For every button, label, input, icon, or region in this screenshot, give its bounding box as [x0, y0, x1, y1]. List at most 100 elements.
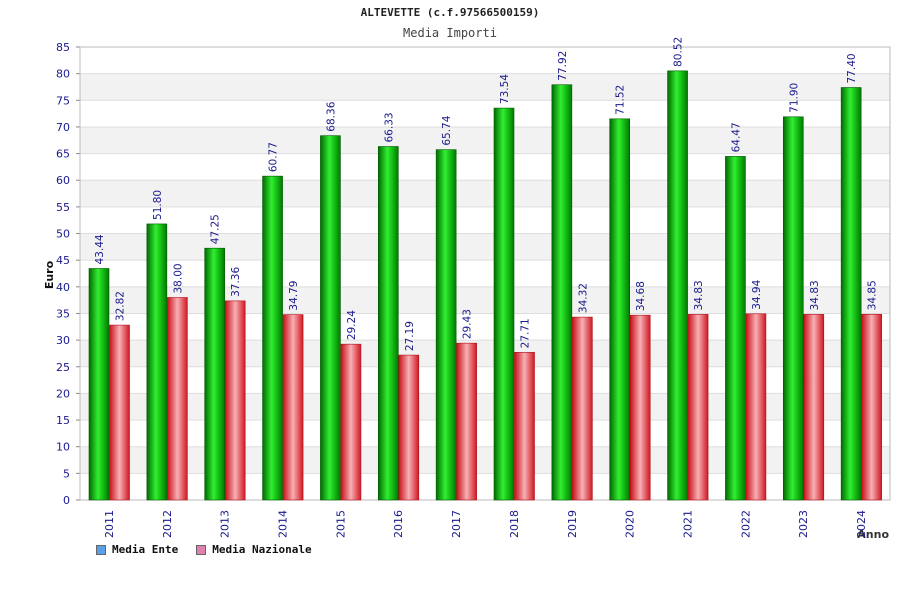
grid-band	[80, 260, 890, 287]
bar-media-ente	[840, 87, 862, 501]
grid-band	[80, 126, 890, 154]
bar-media-nazionale	[224, 300, 246, 501]
data-label: 34.79	[288, 281, 300, 311]
bar-media-nazionale	[282, 314, 304, 501]
x-tick-label: 2016	[392, 510, 405, 538]
y-tick-label: 60	[56, 174, 70, 187]
data-label: 66.33	[383, 112, 395, 142]
y-tick-label: 25	[56, 361, 70, 374]
legend-item-nazionale: Media Nazionale	[196, 543, 312, 556]
bar-media-nazionale	[456, 342, 477, 501]
bar-media-ente	[782, 116, 804, 501]
grid-band	[80, 420, 890, 447]
data-label: 65.74	[441, 115, 453, 145]
data-label: 29.24	[346, 310, 358, 340]
bar-media-nazionale	[629, 314, 651, 501]
grid-band	[80, 206, 890, 234]
x-tick-label: 2015	[334, 510, 347, 538]
y-tick-label: 85	[56, 41, 70, 54]
bar-media-ente	[551, 84, 573, 501]
bar-media-ente	[667, 70, 688, 501]
grid-band	[80, 100, 890, 127]
y-tick-label: 40	[56, 281, 70, 294]
y-tick-label: 30	[56, 334, 70, 347]
grid-band	[80, 153, 890, 181]
data-label: 34.83	[809, 280, 821, 310]
chart-title: ALTEVETTE (c.f.97566500159)	[360, 6, 540, 19]
data-label: 73.54	[499, 74, 511, 104]
grid-band	[80, 366, 890, 394]
legend-label-nazionale: Media Nazionale	[212, 543, 312, 556]
legend-label-ente: Media Ente	[112, 543, 179, 556]
data-label: 32.82	[115, 291, 127, 321]
data-label: 27.19	[404, 321, 416, 351]
bar-media-nazionale	[572, 316, 593, 501]
x-tick-label: 2021	[682, 510, 695, 538]
x-tick-label: 2013	[219, 510, 232, 538]
y-tick-label: 10	[56, 441, 70, 454]
bar-media-nazionale	[687, 314, 709, 501]
data-label: 80.52	[673, 37, 685, 67]
data-label: 43.44	[94, 234, 106, 264]
data-label: 34.32	[577, 283, 589, 313]
data-label: 71.90	[788, 83, 800, 113]
grid-band	[80, 393, 890, 421]
y-tick-label: 55	[56, 201, 70, 214]
x-tick-label: 2023	[797, 510, 810, 538]
y-tick-label: 70	[56, 121, 70, 134]
bar-media-nazionale	[745, 313, 767, 501]
x-tick-label: 2018	[508, 510, 521, 538]
y-tick-label: 35	[56, 307, 70, 320]
bar-media-ente	[377, 146, 399, 501]
x-tick-label: 2024	[855, 510, 868, 538]
bar-media-nazionale	[803, 314, 825, 501]
y-tick-label: 0	[63, 494, 70, 507]
y-tick-label: 20	[56, 387, 70, 400]
chart-subtitle: Media Importi	[403, 26, 497, 40]
x-tick-label: 2022	[739, 510, 752, 538]
grid-band	[80, 233, 890, 261]
x-tick-label: 2012	[161, 510, 174, 538]
legend-item-ente: Media Ente	[96, 543, 178, 556]
data-label: 51.80	[152, 190, 164, 220]
bar-media-nazionale	[167, 297, 188, 501]
x-tick-label: 2017	[450, 510, 463, 538]
bar-media-ente	[88, 268, 110, 501]
bar-media-nazionale	[109, 324, 130, 501]
data-label: 47.25	[210, 214, 222, 244]
grid-band	[80, 473, 890, 500]
data-label: 34.94	[751, 279, 763, 309]
data-label: 60.77	[268, 142, 280, 172]
data-label: 38.00	[172, 263, 184, 293]
data-label: 34.83	[693, 280, 705, 310]
x-tick-label: 2014	[277, 510, 290, 538]
legend-swatch-nazionale	[196, 544, 207, 555]
grid-band	[80, 180, 890, 207]
data-label: 29.43	[462, 309, 474, 339]
bar-media-ente	[146, 223, 168, 501]
data-label: 27.71	[520, 318, 532, 348]
y-tick-label: 45	[56, 254, 70, 267]
y-tick-label: 50	[56, 228, 70, 241]
bar-media-ente	[435, 149, 457, 501]
y-tick-label: 15	[56, 414, 70, 427]
bar-media-nazionale	[340, 343, 362, 501]
bar-media-ente	[609, 118, 631, 501]
bar-media-nazionale	[861, 313, 882, 501]
bar-media-ente	[725, 156, 746, 501]
data-label: 34.68	[635, 281, 647, 311]
bar-media-ente	[320, 135, 341, 501]
bar-media-ente	[204, 247, 226, 501]
grid-band	[80, 47, 890, 74]
y-tick-label: 5	[63, 467, 70, 480]
grid-band	[80, 286, 890, 314]
grid-band	[80, 73, 890, 101]
x-tick-label: 2011	[103, 510, 116, 538]
chart-legend: Media Ente Media Nazionale	[96, 543, 312, 556]
plot-border	[79, 46, 891, 501]
bar-media-nazionale	[514, 352, 535, 501]
x-tick-label: 2020	[624, 510, 637, 538]
grid-band	[80, 446, 890, 474]
bar-media-ente	[262, 175, 283, 501]
